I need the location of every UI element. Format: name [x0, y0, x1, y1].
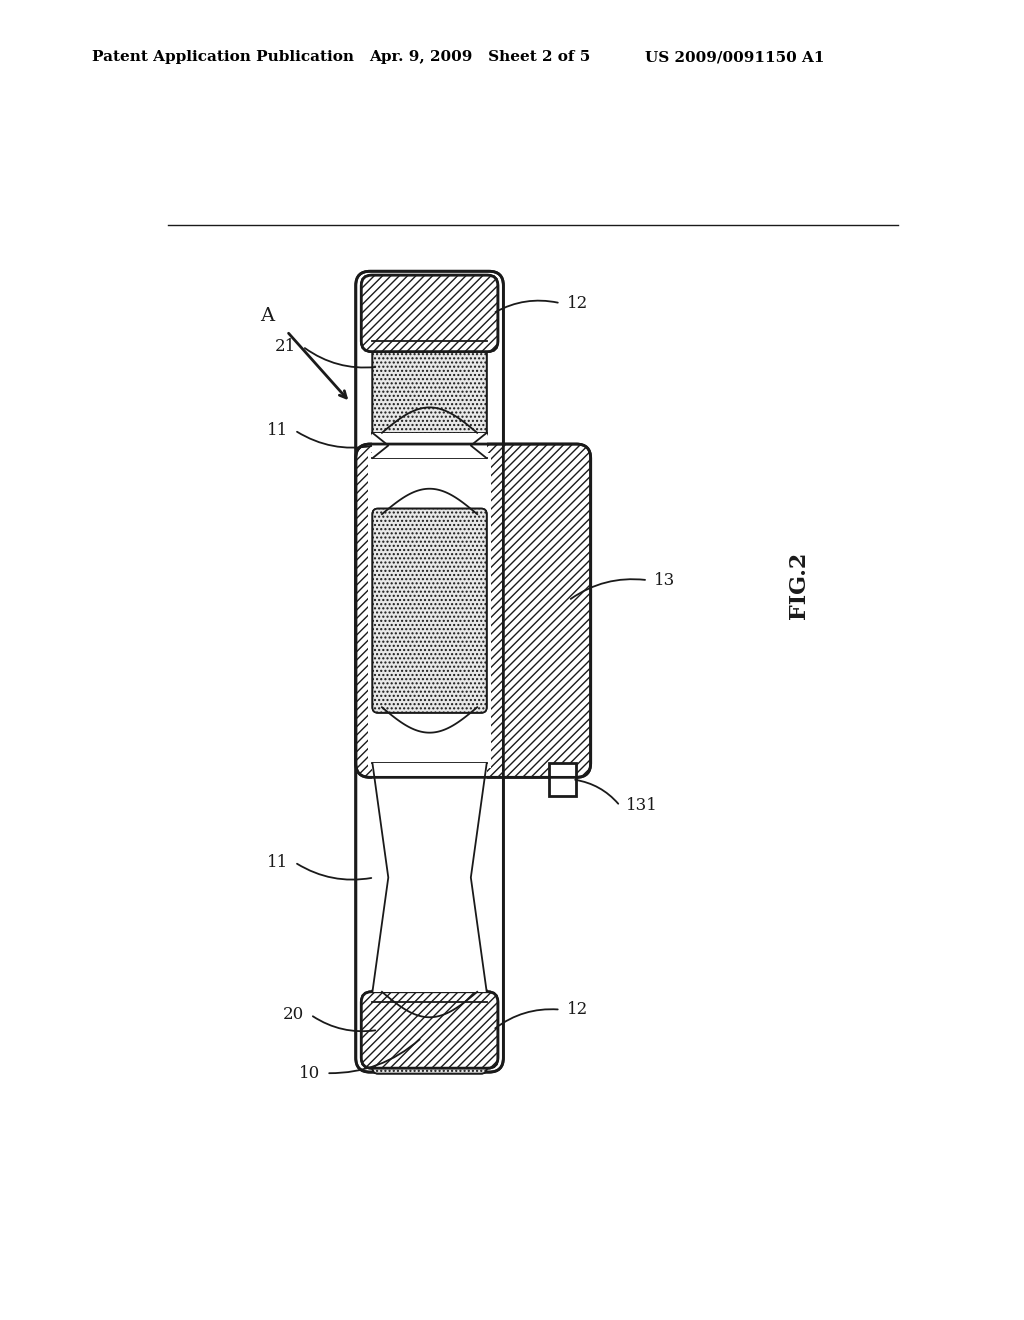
Text: 131: 131	[627, 797, 658, 814]
Bar	[373, 763, 486, 991]
FancyBboxPatch shape	[361, 275, 498, 351]
Text: 12: 12	[566, 1001, 588, 1018]
Text: 20: 20	[283, 1006, 304, 1023]
Text: 21: 21	[275, 338, 296, 355]
FancyBboxPatch shape	[361, 991, 498, 1068]
Text: 12: 12	[566, 294, 588, 312]
Text: US 2009/0091150 A1: US 2009/0091150 A1	[645, 50, 824, 65]
Bar	[549, 763, 577, 796]
FancyBboxPatch shape	[373, 508, 486, 713]
Text: 13: 13	[654, 572, 675, 589]
FancyBboxPatch shape	[361, 991, 498, 1068]
Text: 11: 11	[267, 854, 289, 871]
Text: Patent Application Publication: Patent Application Publication	[92, 50, 354, 65]
FancyBboxPatch shape	[355, 271, 504, 1072]
Text: FIG.2: FIG.2	[787, 552, 810, 619]
Bar	[373, 433, 486, 458]
Text: 11: 11	[267, 422, 289, 438]
FancyBboxPatch shape	[373, 335, 486, 438]
FancyBboxPatch shape	[355, 444, 591, 777]
FancyBboxPatch shape	[373, 508, 486, 713]
FancyBboxPatch shape	[361, 275, 498, 351]
Text: A: A	[260, 308, 274, 325]
Text: Apr. 9, 2009   Sheet 2 of 5: Apr. 9, 2009 Sheet 2 of 5	[369, 50, 590, 65]
FancyBboxPatch shape	[373, 986, 486, 1073]
Bar	[369, 453, 490, 768]
Text: 10: 10	[299, 1065, 321, 1081]
FancyBboxPatch shape	[373, 986, 486, 1073]
FancyBboxPatch shape	[373, 335, 486, 438]
